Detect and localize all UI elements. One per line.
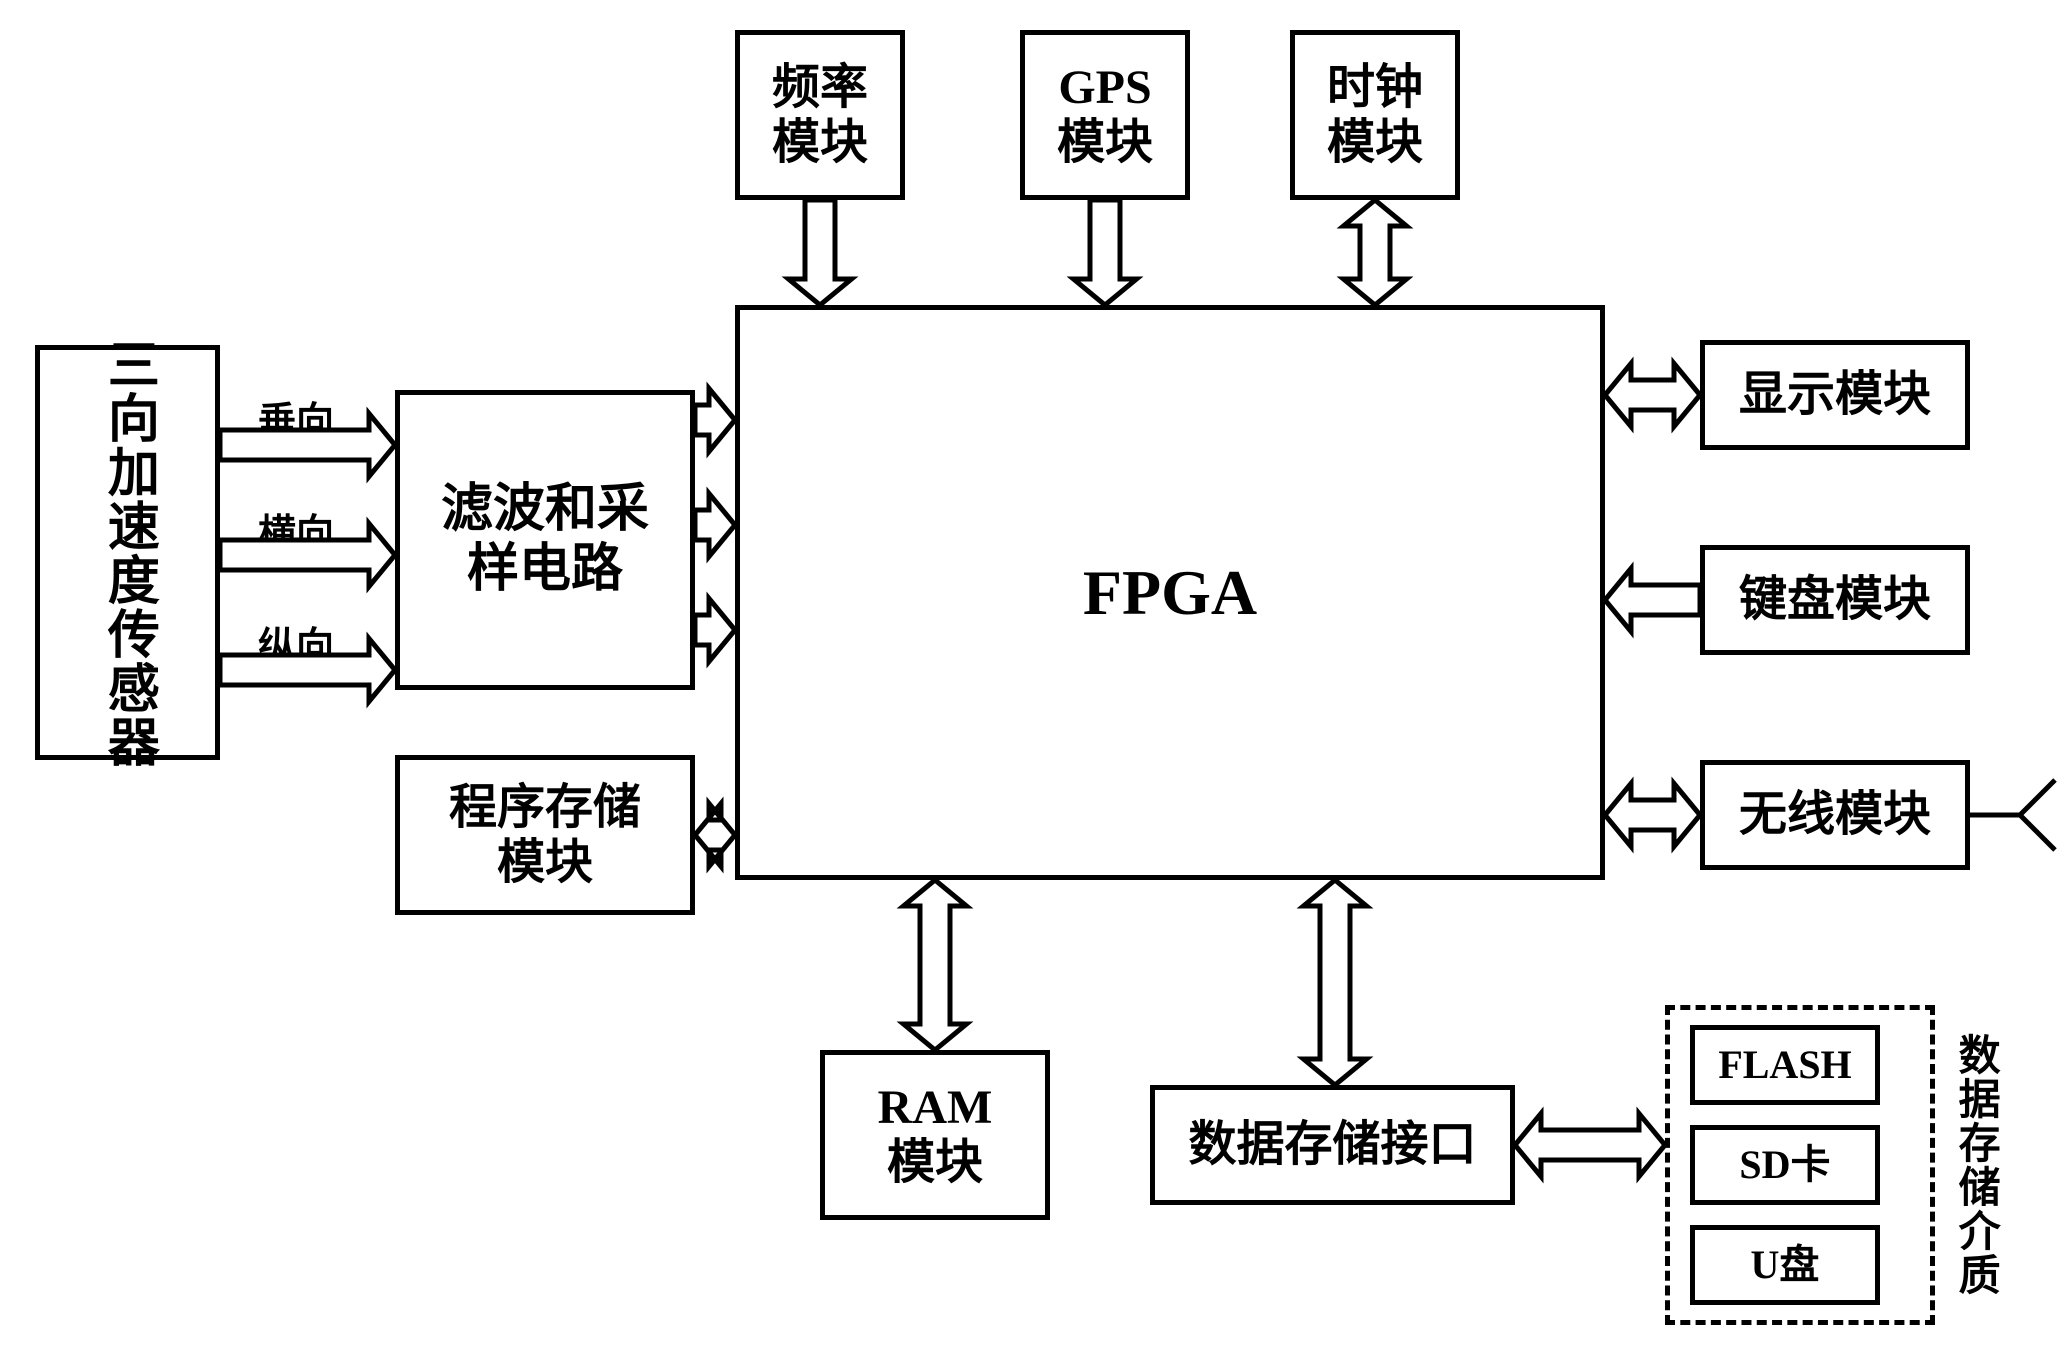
keyboard-label: 键盘模块 (1739, 572, 1931, 627)
progstore-block: 程序存储 模块 (395, 755, 695, 915)
arrow-gps-fpga (1074, 200, 1137, 305)
freq-label: 频率 模块 (772, 60, 868, 170)
flash-label: FLASH (1718, 1042, 1851, 1088)
gps-block: GPS 模块 (1020, 30, 1190, 200)
sensor-block: 三向加速度传感器 (35, 345, 220, 760)
arrow-fpga-ram (904, 880, 967, 1050)
udisk-label: U盘 (1751, 1242, 1820, 1288)
signal-label-horizontal: 横向 (258, 502, 334, 557)
freq-block: 频率 模块 (735, 30, 905, 200)
signal-label-longitudinal: 纵向 (258, 615, 334, 670)
signal-label-vertical: 垂向 (258, 390, 334, 445)
arrow-progstore-fpga (695, 804, 735, 867)
antenna-v-top (2020, 780, 2055, 815)
arrow-fpga-dataif (1304, 880, 1367, 1085)
storage_label-block: 数据存储介质 (1945, 1005, 2005, 1325)
ram-label: RAM 模块 (878, 1080, 993, 1190)
arrow-filter-fpga-1 (695, 389, 735, 452)
fpga-block: FPGA (735, 305, 1605, 880)
sd-block: SD卡 (1690, 1125, 1880, 1205)
keyboard-block: 键盘模块 (1700, 545, 1970, 655)
wireless-label: 无线模块 (1739, 787, 1931, 842)
sensor-label: 三向加速度传感器 (98, 337, 158, 769)
datastore_if-block: 数据存储接口 (1150, 1085, 1515, 1205)
gps-label: GPS 模块 (1057, 60, 1153, 170)
arrow-filter-fpga-3 (695, 599, 735, 662)
arrow-fpga-display (1605, 364, 1700, 427)
sd-label: SD卡 (1739, 1142, 1830, 1188)
clock-block: 时钟 模块 (1290, 30, 1460, 200)
arrow-fpga-keyboard (1605, 569, 1700, 632)
datastore_if-label: 数据存储接口 (1188, 1117, 1476, 1172)
filter-label: 滤波和采 样电路 (441, 480, 649, 600)
display-block: 显示模块 (1700, 340, 1970, 450)
udisk-block: U盘 (1690, 1225, 1880, 1305)
arrow-clock-fpga (1344, 200, 1407, 305)
progstore-label: 程序存储 模块 (449, 780, 641, 890)
display-label: 显示模块 (1739, 367, 1931, 422)
ram-block: RAM 模块 (820, 1050, 1050, 1220)
fpga-label: FPGA (1083, 556, 1257, 630)
filter-block: 滤波和采 样电路 (395, 390, 695, 690)
clock-label: 时钟 模块 (1327, 60, 1423, 170)
arrow-freq-fpga (789, 200, 852, 305)
arrow-filter-fpga-2 (695, 494, 735, 557)
arrow-dataif-storage (1515, 1114, 1665, 1177)
antenna-v-bottom (2020, 815, 2055, 850)
arrow-fpga-wireless (1605, 784, 1700, 847)
flash-block: FLASH (1690, 1025, 1880, 1105)
storage_label-label: 数据存储介质 (1951, 1033, 1999, 1297)
wireless-block: 无线模块 (1700, 760, 1970, 870)
